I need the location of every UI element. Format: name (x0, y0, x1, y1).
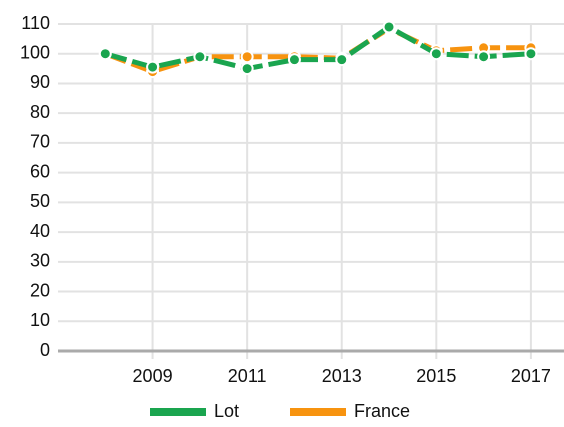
point (98, 47, 112, 61)
point (240, 62, 254, 76)
x-tick-label: 2015 (416, 366, 456, 386)
y-tick-label: 60 (30, 161, 50, 181)
series-line (104, 24, 532, 72)
y-tick-label: 90 (30, 72, 50, 92)
x-tick-label: 2009 (133, 366, 173, 386)
point (335, 53, 349, 67)
point (193, 50, 207, 64)
y-tick-label: 30 (30, 251, 50, 271)
legend-label: Lot (214, 401, 239, 421)
point (240, 50, 254, 64)
point (477, 50, 491, 64)
y-tick-label: 40 (30, 221, 50, 241)
y-tick-label: 10 (30, 310, 50, 330)
y-tick-label: 50 (30, 191, 50, 211)
y-tick-label: 80 (30, 102, 50, 122)
legend-label: France (354, 401, 410, 421)
point (287, 53, 301, 67)
x-tick-label: 2017 (511, 366, 551, 386)
y-tick-label: 110 (21, 13, 50, 33)
point (524, 47, 538, 61)
point (382, 20, 396, 34)
x-tick-label: 2013 (322, 366, 362, 386)
y-tick-label: 100 (20, 42, 50, 62)
point (146, 60, 160, 74)
y-tick-label: 70 (30, 132, 50, 152)
y-tick-label: 20 (30, 280, 50, 300)
x-tick-label: 2011 (228, 366, 267, 386)
point (429, 47, 443, 61)
y-tick-label: 0 (40, 340, 50, 360)
